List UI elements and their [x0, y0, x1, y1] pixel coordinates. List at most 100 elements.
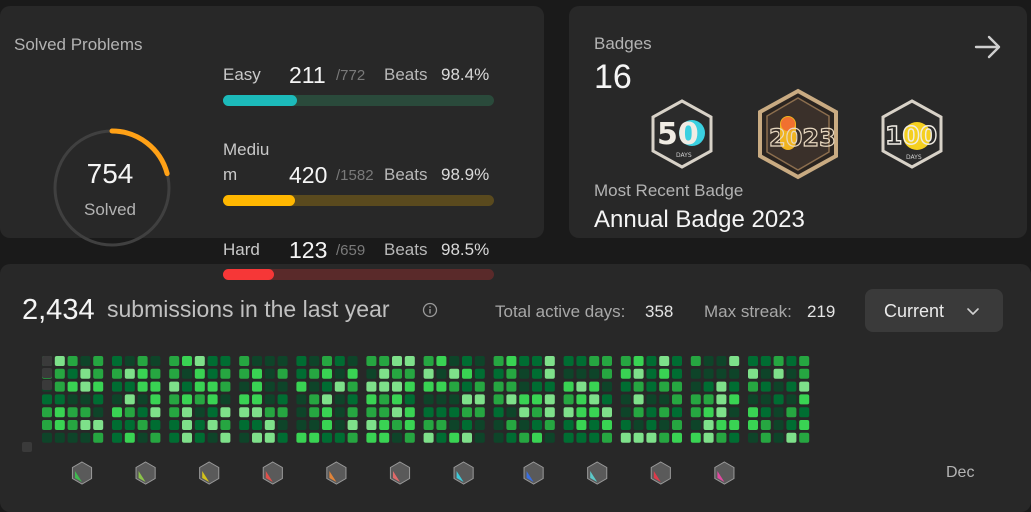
heatmap-cell[interactable]	[207, 432, 218, 443]
heatmap-cell[interactable]	[633, 381, 644, 392]
heatmap-cell[interactable]	[277, 381, 288, 392]
heatmap-cell[interactable]	[620, 356, 631, 366]
heatmap-cell[interactable]	[322, 420, 332, 430]
heatmap-cell[interactable]	[322, 432, 332, 443]
heatmap-cell[interactable]	[322, 407, 332, 418]
heatmap-cell[interactable]	[112, 368, 122, 379]
heatmap-cell[interactable]	[748, 432, 758, 443]
heatmap-cell[interactable]	[309, 432, 320, 443]
heatmap-cell[interactable]	[252, 356, 262, 366]
heatmap-cell[interactable]	[773, 407, 784, 418]
heatmap-cell[interactable]	[404, 407, 415, 418]
heatmap-cell[interactable]	[544, 368, 555, 379]
heatmap-cell[interactable]	[169, 420, 180, 430]
heatmap-cell[interactable]	[239, 356, 250, 366]
heatmap-cell[interactable]	[124, 356, 135, 366]
heatmap-cell[interactable]	[748, 394, 758, 405]
heatmap-cell[interactable]	[252, 394, 262, 405]
heatmap-cell[interactable]	[659, 356, 670, 366]
heatmap-cell[interactable]	[379, 420, 390, 430]
heatmap-cell[interactable]	[748, 420, 758, 430]
heatmap-cell[interactable]	[506, 420, 517, 430]
heatmap-cell[interactable]	[182, 394, 192, 405]
heatmap-cell[interactable]	[672, 407, 682, 418]
heatmap-cell[interactable]	[760, 356, 771, 366]
heatmap-cell[interactable]	[786, 356, 797, 366]
heatmap-cell[interactable]	[703, 381, 714, 392]
heatmap-cell[interactable]	[544, 407, 555, 418]
heatmap-cell[interactable]	[576, 394, 587, 405]
heatmap-cell[interactable]	[786, 381, 797, 392]
heatmap-cell[interactable]	[799, 407, 810, 418]
heatmap-cell[interactable]	[194, 368, 205, 379]
heatmap-cell[interactable]	[576, 381, 587, 392]
heatmap-cell[interactable]	[474, 407, 485, 418]
heatmap-cell[interactable]	[182, 368, 192, 379]
heatmap-cell[interactable]	[137, 394, 148, 405]
heatmap-cell[interactable]	[563, 381, 574, 392]
heatmap-cell[interactable]	[646, 420, 657, 430]
heatmap-cell[interactable]	[506, 356, 517, 366]
heatmap-cell[interactable]	[462, 407, 472, 418]
heatmap-cell[interactable]	[436, 381, 447, 392]
heatmap-cell[interactable]	[729, 407, 740, 418]
heatmap-cell[interactable]	[137, 381, 148, 392]
heatmap-cell[interactable]	[80, 432, 91, 443]
heatmap-cell[interactable]	[646, 381, 657, 392]
heatmap-cell[interactable]	[392, 368, 402, 379]
heatmap-cell[interactable]	[309, 394, 320, 405]
heatmap-cell[interactable]	[239, 381, 250, 392]
heatmap-cell[interactable]	[672, 381, 682, 392]
heatmap-cell[interactable]	[220, 394, 231, 405]
heatmap-cell[interactable]	[137, 420, 148, 430]
heatmap-cell[interactable]	[334, 394, 345, 405]
heatmap-cell[interactable]	[532, 432, 542, 443]
heatmap-cell[interactable]	[366, 356, 377, 366]
heatmap-cell[interactable]	[633, 432, 644, 443]
heatmap-cell[interactable]	[252, 420, 262, 430]
heatmap-cell[interactable]	[239, 394, 250, 405]
heatmap-cell[interactable]	[347, 420, 358, 430]
heatmap-cell[interactable]	[67, 432, 78, 443]
heatmap-cell-empty[interactable]	[42, 368, 52, 378]
heatmap-cell[interactable]	[296, 432, 307, 443]
heatmap-cell[interactable]	[602, 356, 612, 366]
heatmap-cell[interactable]	[672, 356, 682, 366]
heatmap-cell[interactable]	[672, 432, 682, 443]
heatmap-cell[interactable]	[519, 356, 530, 366]
heatmap-cell[interactable]	[264, 368, 275, 379]
heatmap-cell[interactable]	[532, 356, 542, 366]
heatmap-cell[interactable]	[423, 356, 434, 366]
heatmap-cell[interactable]	[716, 420, 727, 430]
heatmap-cell[interactable]	[748, 407, 758, 418]
heatmap-cell[interactable]	[169, 381, 180, 392]
heatmap-cell[interactable]	[690, 381, 701, 392]
heatmap-cell[interactable]	[239, 420, 250, 430]
heatmap-cell[interactable]	[80, 394, 91, 405]
heatmap-cell[interactable]	[169, 356, 180, 366]
heatmap-cell[interactable]	[194, 432, 205, 443]
heatmap-cell[interactable]	[589, 420, 600, 430]
heatmap-cell[interactable]	[93, 368, 104, 379]
heatmap-cell[interactable]	[672, 420, 682, 430]
heatmap-cell[interactable]	[150, 407, 161, 418]
heatmap-cell[interactable]	[347, 356, 358, 366]
heatmap-cell[interactable]	[252, 407, 262, 418]
heatmap-cell[interactable]	[576, 420, 587, 430]
heatmap-cell[interactable]	[716, 432, 727, 443]
heatmap-cell[interactable]	[150, 432, 161, 443]
heatmap-cell[interactable]	[620, 394, 631, 405]
heatmap-cell[interactable]	[589, 356, 600, 366]
heatmap-cell[interactable]	[646, 368, 657, 379]
heatmap-cell[interactable]	[506, 432, 517, 443]
heatmap-cell[interactable]	[182, 407, 192, 418]
heatmap-cell[interactable]	[404, 420, 415, 430]
heatmap-cell[interactable]	[474, 381, 485, 392]
heatmap-cell[interactable]	[67, 407, 78, 418]
heatmap-cell[interactable]	[124, 407, 135, 418]
arrow-right-icon[interactable]	[973, 32, 1003, 62]
heatmap-cell[interactable]	[436, 407, 447, 418]
info-icon[interactable]	[422, 302, 438, 318]
heatmap-cell[interactable]	[239, 432, 250, 443]
month-badge-icon[interactable]	[523, 461, 544, 485]
